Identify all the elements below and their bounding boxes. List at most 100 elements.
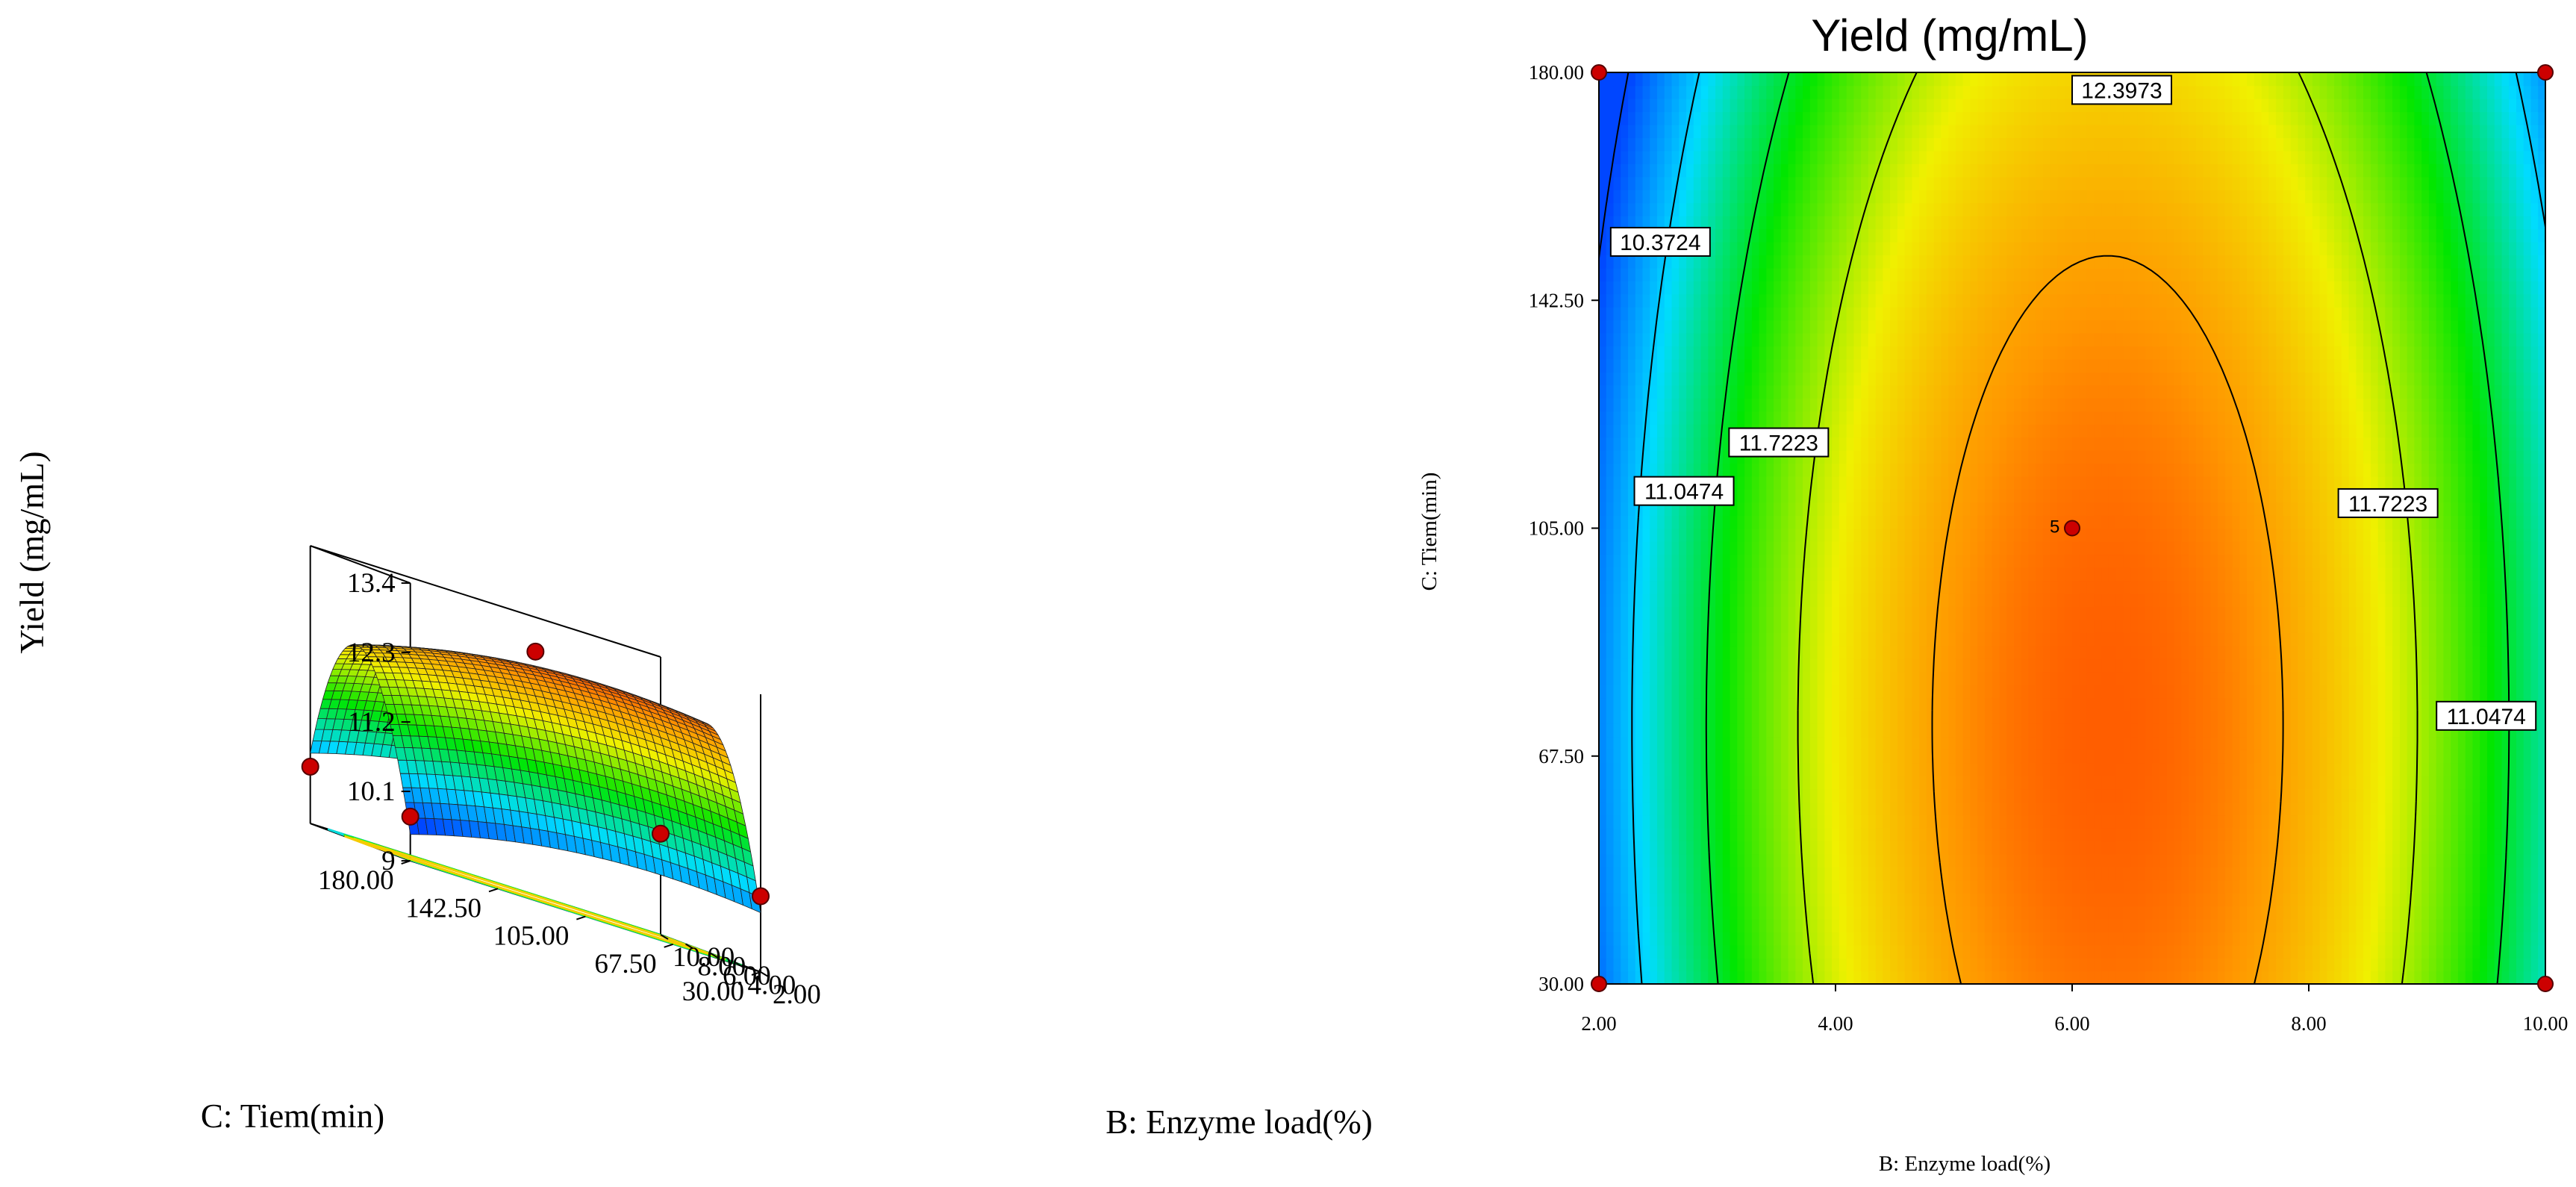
contour-cell xyxy=(1941,697,1949,711)
contour-cell xyxy=(1861,580,1869,594)
contour-cell xyxy=(1861,332,1869,347)
contour-cell xyxy=(1941,411,1949,425)
contour-cell xyxy=(1664,528,1673,542)
contour-cell xyxy=(1774,320,1782,334)
contour-cell xyxy=(1737,111,1745,125)
contour-cell xyxy=(1875,306,1884,321)
contour-cell xyxy=(1883,72,1891,87)
contour-cell xyxy=(1788,645,1797,659)
contour-cell xyxy=(1774,398,1782,412)
contour-cell xyxy=(1883,228,1891,243)
contour-cell xyxy=(1715,867,1724,881)
contour-cell xyxy=(1832,176,1840,190)
contour-cell xyxy=(1897,124,1906,139)
contour-cell xyxy=(1708,320,1716,334)
contour-cell xyxy=(1621,267,1629,281)
contour-cell xyxy=(1613,372,1622,386)
contour-cell xyxy=(1708,827,1716,841)
contour-cell xyxy=(1635,398,1644,412)
contour-cell xyxy=(1832,124,1840,139)
contour-cell xyxy=(1686,775,1694,790)
contour-cell xyxy=(1788,944,1797,959)
contour-cell xyxy=(1926,150,1935,164)
contour-cell xyxy=(1912,528,1920,542)
contour-cell xyxy=(1861,841,1869,855)
contour-cell xyxy=(1657,710,1665,724)
contour-cell xyxy=(1817,332,1826,347)
contour-cell xyxy=(1883,814,1891,829)
contour-cell xyxy=(1664,124,1673,139)
contour-cell xyxy=(1890,255,1898,269)
contour-cell xyxy=(1686,202,1694,216)
contour-cell xyxy=(1679,449,1687,464)
contour-cell xyxy=(1621,606,1629,620)
contour-cell xyxy=(1941,775,1949,790)
contour-cell xyxy=(1679,202,1687,216)
contour-cell xyxy=(1788,346,1797,360)
contour-cell xyxy=(1700,710,1709,724)
contour-cell xyxy=(1766,932,1774,946)
contour-cell xyxy=(1708,750,1716,764)
contour-cell xyxy=(1875,540,1884,555)
contour-cell xyxy=(1737,645,1745,659)
contour-cell xyxy=(1780,593,1789,607)
contour-cell xyxy=(1868,723,1877,738)
contour-cell xyxy=(1671,137,1680,152)
contour-cell xyxy=(1730,606,1738,620)
surface-design-point xyxy=(752,887,770,906)
contour-cell xyxy=(1730,750,1738,764)
contour-cell xyxy=(1599,814,1607,829)
contour-cell xyxy=(1817,723,1826,738)
contour-cell xyxy=(1708,788,1716,803)
contour-cell xyxy=(1897,762,1906,776)
contour-cell xyxy=(1788,306,1797,321)
contour-cell xyxy=(1803,202,1811,216)
contour-cell xyxy=(1803,958,1811,972)
contour-cell xyxy=(1693,580,1702,594)
contour-cell xyxy=(1897,255,1906,269)
contour-cell xyxy=(1599,515,1607,529)
contour-cell xyxy=(1861,867,1869,881)
contour-cell xyxy=(1679,723,1687,738)
contour-cell xyxy=(1868,762,1877,776)
contour-cell xyxy=(1853,281,1862,295)
contour-cell xyxy=(1941,971,1949,985)
contour-cell xyxy=(1803,384,1811,399)
contour-cell xyxy=(1650,671,1658,685)
contour-cell xyxy=(1715,580,1724,594)
contour-cell xyxy=(1788,750,1797,764)
contour-cell xyxy=(1774,801,1782,816)
contour-cell xyxy=(1919,632,1927,647)
contour-cell xyxy=(1883,384,1891,399)
contour-cell xyxy=(1679,398,1687,412)
contour-cell xyxy=(1606,814,1615,829)
contour-cell xyxy=(1824,255,1833,269)
contour-cell xyxy=(1803,267,1811,281)
contour-cell xyxy=(1774,775,1782,790)
contour-cell xyxy=(1803,150,1811,164)
contour-cell xyxy=(1628,332,1636,347)
contour-cell xyxy=(1715,723,1724,738)
contour-cell xyxy=(1839,788,1847,803)
contour-cell xyxy=(1744,944,1753,959)
contour-cell xyxy=(1686,814,1694,829)
contour-cell xyxy=(1824,619,1833,633)
contour-cell xyxy=(1839,255,1847,269)
contour-cell xyxy=(1679,554,1687,568)
contour-cell xyxy=(1926,85,1935,99)
contour-cell xyxy=(1875,202,1884,216)
contour-cell xyxy=(1759,540,1768,555)
contour-cell xyxy=(1657,150,1665,164)
contour-cell xyxy=(1759,255,1768,269)
contour-cell xyxy=(1868,449,1877,464)
contour-cell xyxy=(1832,750,1840,764)
contour-cell xyxy=(1657,98,1665,113)
contour-cell xyxy=(1715,255,1724,269)
contour-cell xyxy=(1853,554,1862,568)
contour-cell xyxy=(1861,372,1869,386)
contour-cell xyxy=(1730,619,1738,633)
contour-cell xyxy=(1737,463,1745,477)
contour-cell xyxy=(1868,684,1877,699)
contour-cell xyxy=(1650,684,1658,699)
contour-cell xyxy=(1642,320,1651,334)
